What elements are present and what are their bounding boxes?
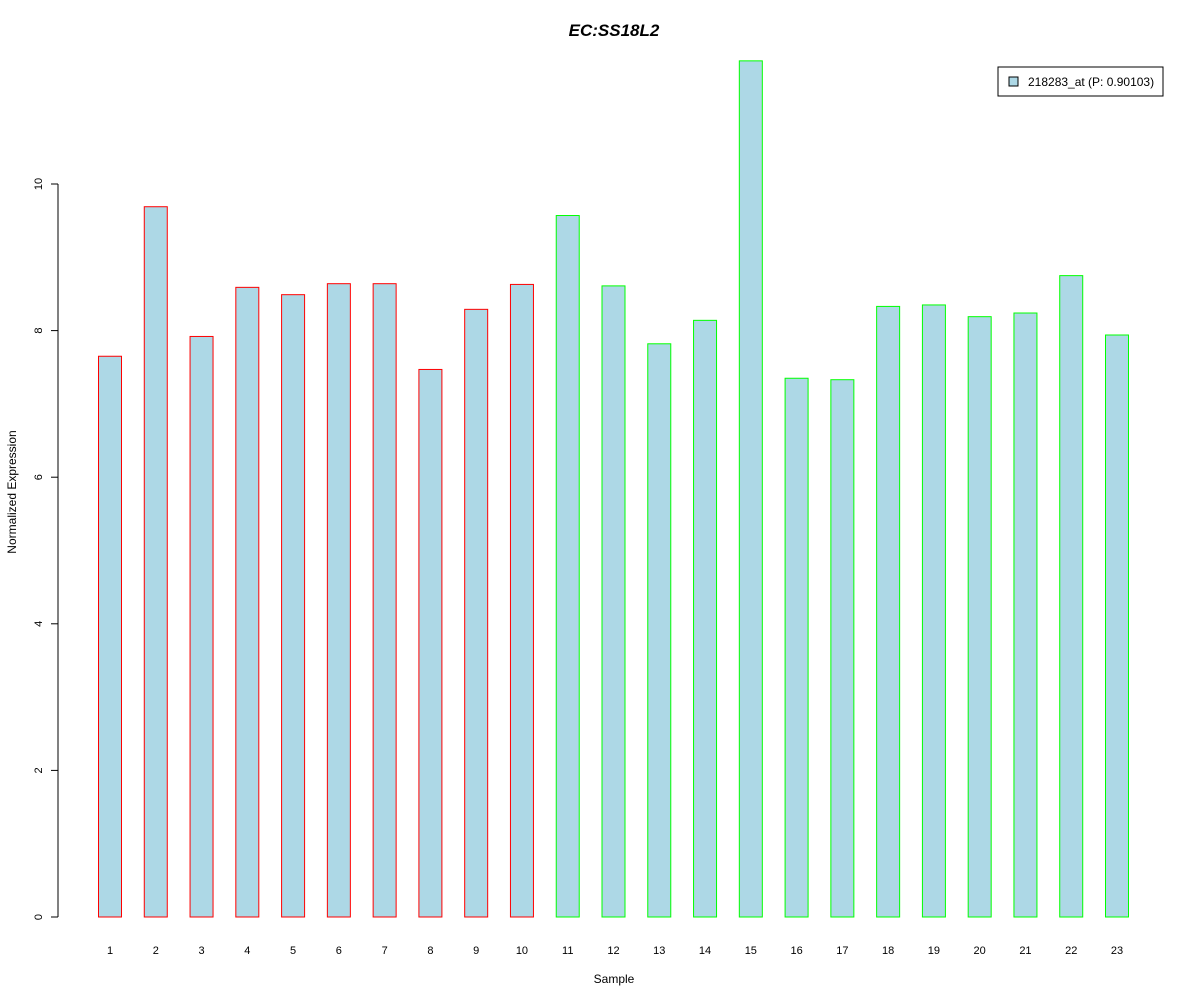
y-tick-label: 0 xyxy=(33,914,45,920)
x-tick-label: 19 xyxy=(928,945,940,957)
y-axis: 0 2 4 6 8 10 xyxy=(33,178,59,920)
bar-sample-15 xyxy=(738,60,763,918)
x-tick-labels: 1 2 3 4 5 6 7 8 9 10 11 12 13 14 15 16 17 18 19 20 21 22 23 xyxy=(107,945,1123,957)
x-tick-label: 12 xyxy=(607,945,619,957)
x-tick-label: 5 xyxy=(290,945,296,957)
x-tick-label: 4 xyxy=(244,945,250,957)
bar-sample-17 xyxy=(830,379,855,918)
x-tick-label: 15 xyxy=(745,945,757,957)
bar-sample-22 xyxy=(1059,275,1084,918)
x-tick-label: 23 xyxy=(1111,945,1123,957)
x-axis-label: Sample xyxy=(594,972,635,986)
bar-sample-9 xyxy=(464,308,489,918)
x-tick-label: 3 xyxy=(198,945,204,957)
x-tick-label: 22 xyxy=(1065,945,1077,957)
bar-sample-18 xyxy=(876,305,901,918)
bar-sample-10 xyxy=(509,283,534,918)
bar-sample-3 xyxy=(189,335,214,918)
legend-box xyxy=(997,66,1164,97)
bar-sample-5 xyxy=(281,294,306,918)
bar-sample-6 xyxy=(326,283,351,918)
x-tick-label: 14 xyxy=(699,945,711,957)
bar-sample-4 xyxy=(235,286,260,918)
chart-title: EC:SS18L2 xyxy=(569,21,660,40)
bar-sample-19 xyxy=(921,304,946,918)
bar-sample-21 xyxy=(1013,312,1038,918)
bar-sample-20 xyxy=(967,316,992,918)
x-tick-label: 1 xyxy=(107,945,113,957)
legend-label: 218283_at (P: 0.90103) xyxy=(1028,75,1154,89)
x-tick-label: 7 xyxy=(382,945,388,957)
legend-swatch xyxy=(1008,76,1019,87)
x-tick-label: 9 xyxy=(473,945,479,957)
bar-sample-1 xyxy=(98,355,122,918)
legend: 218283_at (P: 0.90103) xyxy=(997,66,1164,97)
y-tick-label: 8 xyxy=(33,328,45,334)
x-tick-label: 8 xyxy=(427,945,433,957)
x-tick-label: 2 xyxy=(153,945,159,957)
bar-sample-11 xyxy=(555,215,580,918)
x-tick-label: 6 xyxy=(336,945,342,957)
bar-sample-13 xyxy=(647,343,672,918)
y-tick-label: 4 xyxy=(33,621,45,627)
x-tick-label: 18 xyxy=(882,945,894,957)
bar-sample-2 xyxy=(143,206,168,918)
y-tick-label: 2 xyxy=(33,767,45,773)
bar-sample-12 xyxy=(601,285,626,918)
y-tick-label: 6 xyxy=(33,474,45,480)
x-tick-label: 16 xyxy=(790,945,802,957)
x-tick-label: 10 xyxy=(516,945,528,957)
bar-sample-7 xyxy=(372,283,397,918)
bar-sample-16 xyxy=(784,377,809,918)
x-tick-label: 17 xyxy=(836,945,848,957)
x-tick-label: 11 xyxy=(562,945,573,957)
bar-sample-14 xyxy=(693,319,718,918)
x-tick-label: 13 xyxy=(653,945,665,957)
y-tick-label: 10 xyxy=(33,178,45,190)
bars-group xyxy=(98,60,1129,918)
bar-sample-8 xyxy=(418,368,443,918)
x-tick-label: 20 xyxy=(974,945,986,957)
x-tick-label: 21 xyxy=(1019,945,1031,957)
y-axis-label: Normalized Expression xyxy=(5,430,19,553)
bar-sample-23 xyxy=(1105,334,1129,918)
